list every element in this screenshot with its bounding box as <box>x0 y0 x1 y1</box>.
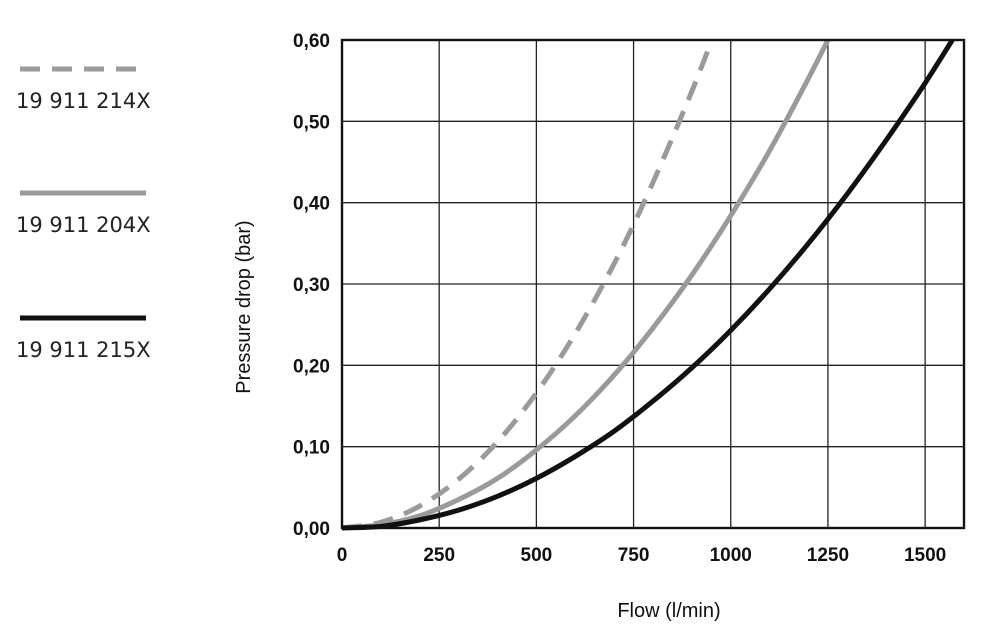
legend-label: 19 911 215X <box>16 338 151 362</box>
y-tick-label: 0,20 <box>293 356 330 377</box>
x-tick-label: 1000 <box>710 545 752 566</box>
legend: 19 911 214X 19 911 204X 19 911 215X <box>16 66 151 362</box>
y-tick-label: 0,50 <box>293 112 330 133</box>
legend-label: 19 911 204X <box>16 213 151 237</box>
x-tick-label: 0 <box>337 545 348 566</box>
x-tick-label: 1500 <box>904 545 946 566</box>
x-tick-label: 250 <box>423 545 455 566</box>
y-tick-label: 0,00 <box>293 519 330 540</box>
series-line-1 <box>341 40 714 531</box>
x-tick-label: 750 <box>618 545 650 566</box>
x-tick-label: 1250 <box>807 545 849 566</box>
plot-frame <box>340 38 966 530</box>
x-tick-label: 500 <box>521 545 553 566</box>
y-tick-label: 0,60 <box>293 31 330 52</box>
y-tick-label: 0,30 <box>293 275 330 296</box>
y-tick-label: 0,10 <box>293 438 330 459</box>
x-axis-title: Flow (l/min) <box>617 600 720 622</box>
y-tick-label: 0,40 <box>293 194 330 215</box>
y-axis-title: Pressure drop (bar) <box>233 220 255 393</box>
legend-label: 19 911 214X <box>16 89 151 113</box>
series-line-3 <box>341 38 955 531</box>
series-line-2 <box>341 38 831 531</box>
